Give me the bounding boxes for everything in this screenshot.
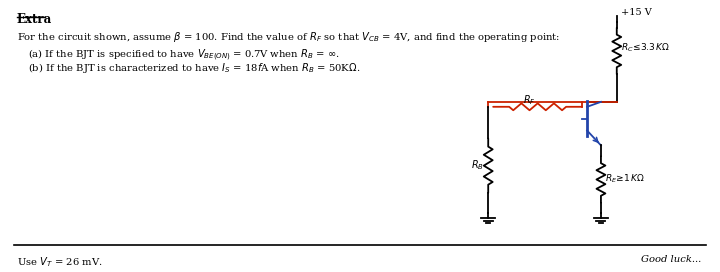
Text: For the circuit shown, assume $\beta$ = 100. Find the value of $R_F$ so that $V_: For the circuit shown, assume $\beta$ = … [17,30,560,44]
Text: (a) If the BJT is specified to have $V_{BE(ON)}$ = 0.7V when $R_B$ = $\infty$.: (a) If the BJT is specified to have $V_{… [28,48,340,63]
Text: Use $V_T$ = 26 mV.: Use $V_T$ = 26 mV. [17,255,102,269]
Text: (b) If the BJT is characterized to have $I_S$ = 18$f$A when $R_B$ = 50K$\Omega$.: (b) If the BJT is characterized to have … [28,61,361,75]
Text: $R_E\!\geq\!1\,K\Omega$: $R_E\!\geq\!1\,K\Omega$ [605,173,645,185]
Text: $R_C\!\leq\!3.3\,K\Omega$: $R_C\!\leq\!3.3\,K\Omega$ [621,41,670,54]
Text: $R_B$: $R_B$ [472,158,485,172]
Text: Good luck...: Good luck... [642,255,702,264]
Text: Extra: Extra [17,13,52,26]
Text: $R_F$: $R_F$ [523,93,536,107]
Text: +15 V: +15 V [621,8,652,17]
